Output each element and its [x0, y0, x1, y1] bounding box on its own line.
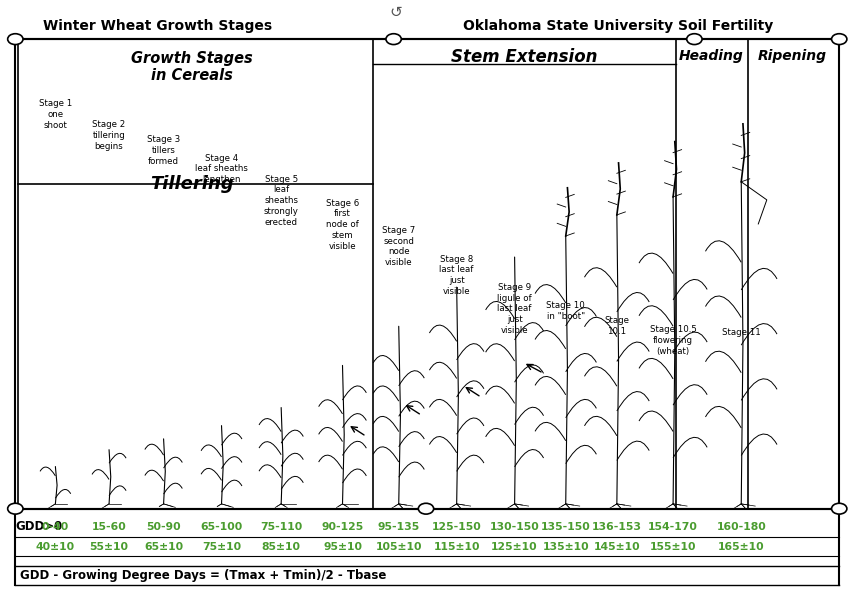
Text: 105±10: 105±10 [376, 542, 422, 551]
Text: 65-100: 65-100 [200, 522, 243, 532]
Circle shape [8, 34, 23, 45]
Text: Stage 7
second
node
visible: Stage 7 second node visible [382, 226, 416, 267]
Text: Ripening: Ripening [758, 49, 826, 63]
Text: Growth Stages
in Cereals: Growth Stages in Cereals [131, 51, 252, 83]
Text: 136-153: 136-153 [592, 522, 642, 532]
Text: Stage 10
in "boot": Stage 10 in "boot" [546, 301, 585, 321]
Text: 95-135: 95-135 [377, 522, 420, 532]
Text: Heading: Heading [679, 49, 744, 63]
Text: 90-125: 90-125 [321, 522, 364, 532]
Text: 135-150: 135-150 [541, 522, 590, 532]
Text: 95±10: 95±10 [323, 542, 362, 551]
Text: 154-170: 154-170 [648, 522, 698, 532]
Circle shape [832, 34, 847, 45]
Circle shape [832, 503, 847, 514]
Text: GDD>0: GDD>0 [15, 520, 62, 533]
Text: 130-150: 130-150 [490, 522, 539, 532]
Text: 40±10: 40±10 [36, 542, 75, 551]
Text: 115±10: 115±10 [434, 542, 480, 551]
Text: 50-90: 50-90 [147, 522, 181, 532]
Text: Stem Extension: Stem Extension [451, 48, 597, 66]
Circle shape [386, 34, 401, 45]
Text: 160-180: 160-180 [717, 522, 766, 532]
Text: Stage 8
last leaf
just
visible: Stage 8 last leaf just visible [440, 255, 474, 296]
Text: 65±10: 65±10 [144, 542, 183, 551]
Text: Stage 11: Stage 11 [722, 328, 761, 337]
Text: 125±10: 125±10 [492, 542, 538, 551]
Text: 75±10: 75±10 [202, 542, 241, 551]
Text: 15-60: 15-60 [92, 522, 126, 532]
Text: Tillering: Tillering [150, 175, 233, 193]
Text: 145±10: 145±10 [594, 542, 640, 551]
Text: 85±10: 85±10 [262, 542, 301, 551]
Text: 165±10: 165±10 [718, 542, 764, 551]
Text: Stage 3
tillers
formed: Stage 3 tillers formed [147, 135, 181, 166]
Text: Stage
10.1: Stage 10.1 [604, 316, 630, 336]
Text: Stage 9
ligule of
last leaf
just
visible: Stage 9 ligule of last leaf just visible [498, 283, 532, 335]
Circle shape [418, 503, 434, 514]
Bar [15, 39, 839, 509]
Text: 0-40: 0-40 [42, 522, 69, 532]
Text: Stage 1
one
shoot: Stage 1 one shoot [38, 99, 72, 130]
Text: ↺: ↺ [390, 5, 402, 19]
Text: Stage 2
tillering
begins: Stage 2 tillering begins [92, 120, 126, 151]
Text: 135±10: 135±10 [543, 542, 589, 551]
Text: Stage 4
leaf sheaths
lengthen: Stage 4 leaf sheaths lengthen [195, 154, 248, 184]
Text: Stage 5
leaf
sheaths
strongly
erected: Stage 5 leaf sheaths strongly erected [264, 175, 298, 226]
Text: Winter Wheat Growth Stages: Winter Wheat Growth Stages [43, 19, 272, 34]
Text: GDD - Growing Degree Days = (Tmax + Tmin)/2 - Tbase: GDD - Growing Degree Days = (Tmax + Tmin… [20, 569, 386, 582]
Circle shape [687, 34, 702, 45]
Text: 75-110: 75-110 [260, 522, 302, 532]
Text: Oklahoma State University Soil Fertility: Oklahoma State University Soil Fertility [463, 19, 773, 34]
Circle shape [8, 503, 23, 514]
Text: 55±10: 55±10 [89, 542, 129, 551]
Text: 125-150: 125-150 [432, 522, 481, 532]
Text: Stage 10.5
flowering
(wheat): Stage 10.5 flowering (wheat) [649, 325, 697, 356]
Text: Stage 6
first
node of
stem
visible: Stage 6 first node of stem visible [325, 199, 360, 250]
Text: 155±10: 155±10 [650, 542, 696, 551]
